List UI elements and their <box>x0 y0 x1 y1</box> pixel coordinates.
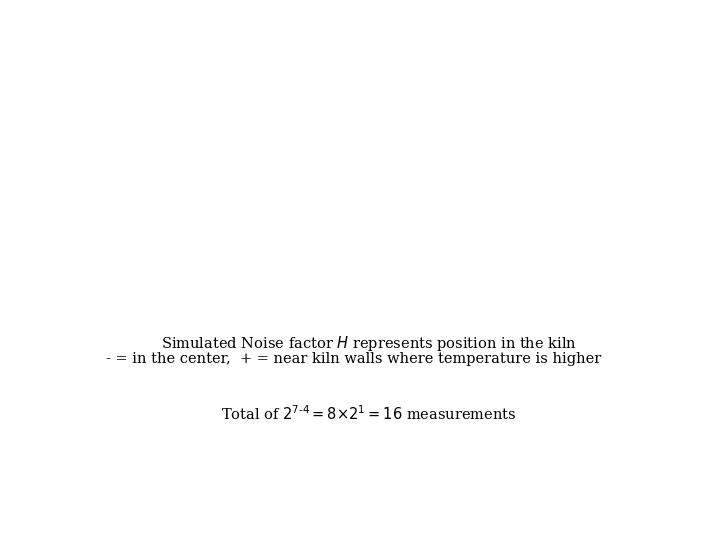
Text: Simulated Noise factor $\mathit{H}$ represents position in the kiln: Simulated Noise factor $\mathit{H}$ repr… <box>161 334 577 353</box>
Text: Total of $2^{7\text{-}4} = 8{\times}2^{1} = 16$ measurements: Total of $2^{7\text{-}4} = 8{\times}2^{1… <box>221 404 517 423</box>
Text: - = in the center,  + = near kiln walls where temperature is higher: - = in the center, + = near kiln walls w… <box>106 352 601 366</box>
